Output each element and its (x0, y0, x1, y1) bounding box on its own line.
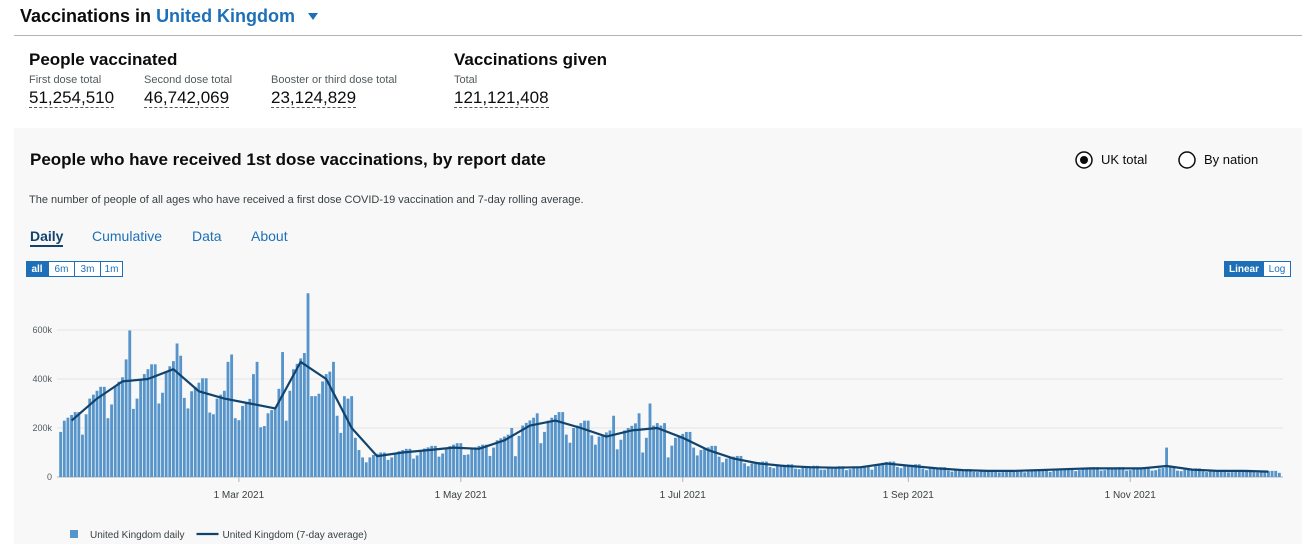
section-title: Vaccinations given (454, 50, 608, 69)
stat-label: First dose total (29, 74, 102, 86)
tab[interactable]: About (251, 228, 288, 244)
stat-value[interactable]: 51,254,510 (29, 88, 115, 108)
dropdown-arrow[interactable] (307, 12, 319, 22)
tab[interactable]: Data (192, 228, 222, 244)
title-text: Vaccinations in (20, 6, 152, 26)
stat-label: Second dose total (144, 74, 233, 86)
radio[interactable] (1074, 151, 1094, 171)
stat-label: Booster or third dose total (271, 74, 397, 86)
card-title: People who have received 1st dose vaccin… (30, 150, 546, 169)
divider (14, 35, 1302, 36)
section-title: People vaccinated (29, 50, 178, 69)
stat-value[interactable]: 121,121,408 (454, 88, 549, 108)
stat-value[interactable]: 23,124,829 (271, 88, 357, 108)
tab[interactable]: Cumulative (92, 228, 163, 244)
range-button[interactable]: 6m (48, 261, 75, 277)
area-selector[interactable]: United Kingdom (156, 6, 296, 26)
card (14, 128, 1302, 544)
range-button[interactable]: 3m (74, 261, 101, 277)
radio-label[interactable]: By nation (1204, 152, 1259, 167)
tab[interactable]: Daily (30, 228, 64, 247)
radio-label[interactable]: UK total (1101, 152, 1148, 167)
scale-button[interactable]: Log (1263, 261, 1291, 277)
stat-label: Total (454, 74, 478, 86)
page-title: Vaccinations in United Kingdom (20, 6, 295, 27)
radio[interactable] (1177, 151, 1197, 171)
range-button[interactable]: all (26, 261, 48, 277)
stat-value[interactable]: 46,742,069 (144, 88, 230, 108)
range-button[interactable]: 1m (100, 261, 123, 277)
scale-button[interactable]: Linear (1224, 261, 1264, 277)
description: The number of people of all ages who hav… (29, 194, 584, 206)
